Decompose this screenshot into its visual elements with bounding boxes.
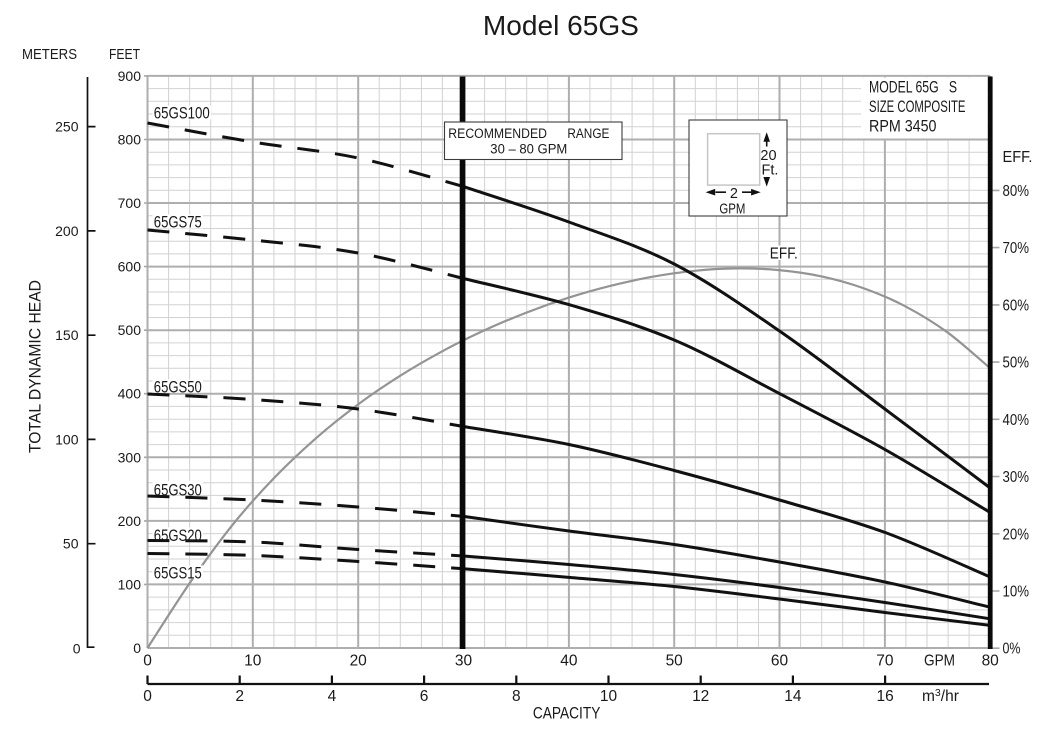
svg-text:65GS100: 65GS100	[154, 105, 210, 123]
svg-text:70%: 70%	[1003, 240, 1030, 257]
svg-text:0: 0	[143, 688, 152, 705]
svg-text:m3/hr: m3/hr	[922, 687, 959, 705]
svg-text:2: 2	[235, 688, 244, 705]
svg-text:RPM 3450: RPM 3450	[869, 118, 937, 136]
svg-text:16: 16	[876, 688, 893, 705]
svg-text:65GS15: 65GS15	[154, 564, 202, 582]
svg-text:4: 4	[328, 688, 337, 705]
svg-text:300: 300	[118, 449, 142, 465]
svg-text:900: 900	[118, 68, 142, 84]
svg-text:20: 20	[760, 148, 776, 164]
svg-text:TOTAL DYNAMIC HEAD: TOTAL DYNAMIC HEAD	[26, 280, 45, 453]
svg-text:GPM: GPM	[719, 202, 745, 218]
svg-text:14: 14	[784, 688, 802, 705]
svg-text:20%: 20%	[1003, 526, 1030, 543]
svg-text:65GS30: 65GS30	[154, 481, 202, 499]
svg-text:80%: 80%	[1003, 183, 1030, 200]
svg-text:250: 250	[55, 119, 79, 135]
svg-text:6: 6	[420, 688, 429, 705]
svg-text:MODEL 65G S: MODEL 65G S	[869, 79, 957, 97]
svg-text:30 – 80 GPM: 30 – 80 GPM	[490, 142, 567, 157]
svg-text:RECOMMENDED: RECOMMENDED	[448, 126, 547, 141]
svg-text:30%: 30%	[1003, 469, 1030, 486]
svg-text:10: 10	[600, 688, 618, 705]
svg-text:8: 8	[512, 688, 521, 705]
svg-text:50: 50	[666, 653, 684, 670]
svg-text:CAPACITY: CAPACITY	[533, 704, 601, 723]
svg-text:60%: 60%	[1003, 297, 1030, 314]
svg-text:150: 150	[55, 327, 79, 343]
svg-text:200: 200	[55, 223, 79, 239]
svg-text:40: 40	[560, 653, 578, 670]
svg-text:EFF.: EFF.	[770, 246, 798, 263]
svg-text:0: 0	[73, 640, 81, 656]
svg-text:400: 400	[118, 386, 142, 402]
svg-text:500: 500	[118, 322, 142, 338]
svg-text:10: 10	[244, 653, 262, 670]
svg-text:20: 20	[350, 653, 368, 670]
svg-text:50: 50	[63, 536, 79, 552]
svg-text:60: 60	[771, 653, 789, 670]
svg-text:65GS20: 65GS20	[154, 527, 202, 545]
svg-text:GPM: GPM	[924, 653, 955, 670]
svg-text:12: 12	[692, 688, 709, 705]
svg-text:65GS50: 65GS50	[154, 379, 202, 397]
svg-text:10%: 10%	[1003, 584, 1030, 601]
svg-text:100: 100	[55, 431, 79, 447]
svg-text:600: 600	[118, 259, 142, 275]
svg-text:RANGE: RANGE	[567, 126, 609, 141]
svg-text:80: 80	[982, 653, 1000, 670]
svg-text:METERS: METERS	[22, 46, 77, 63]
svg-text:700: 700	[118, 195, 142, 211]
svg-text:2: 2	[730, 186, 738, 202]
svg-text:EFF.: EFF.	[1003, 149, 1033, 166]
svg-text:0: 0	[143, 653, 152, 670]
svg-text:Ft.: Ft.	[762, 163, 779, 179]
svg-text:Model 65GS: Model 65GS	[483, 10, 639, 41]
svg-text:70: 70	[876, 653, 894, 670]
svg-text:65GS75: 65GS75	[154, 214, 202, 232]
svg-text:SIZE COMPOSITE: SIZE COMPOSITE	[869, 98, 966, 116]
svg-text:0: 0	[133, 640, 141, 656]
svg-text:FEET: FEET	[109, 46, 140, 63]
svg-text:200: 200	[118, 513, 142, 529]
svg-text:30: 30	[455, 653, 473, 670]
svg-text:0%: 0%	[1003, 641, 1021, 658]
svg-text:40%: 40%	[1003, 412, 1030, 429]
svg-text:800: 800	[118, 132, 142, 148]
svg-text:50%: 50%	[1003, 355, 1030, 372]
svg-text:100: 100	[118, 576, 142, 592]
